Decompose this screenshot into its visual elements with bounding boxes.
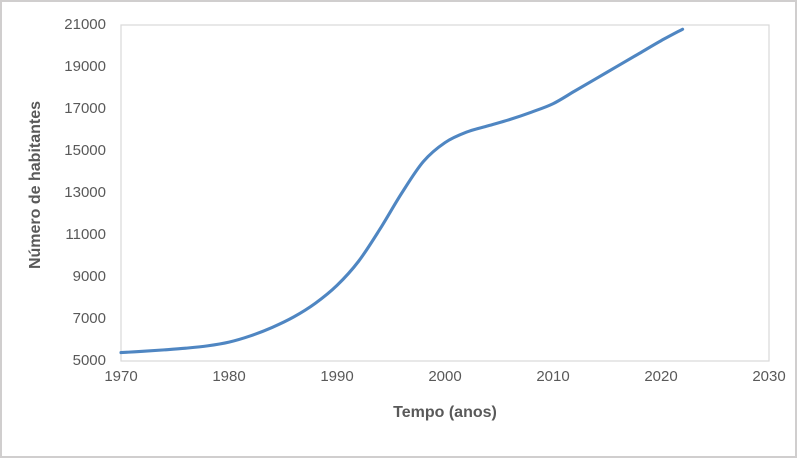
x-tick-label: 2030 xyxy=(752,368,786,385)
population-line-series xyxy=(119,27,685,355)
y-tick-label: 17000 xyxy=(64,100,106,117)
x-tick-label: 1970 xyxy=(104,368,138,385)
y-axis-title: Número de habitantes xyxy=(27,100,44,270)
y-tick-label: 9000 xyxy=(72,268,106,285)
x-tick-label: 1990 xyxy=(320,368,354,385)
y-tick-label: 5000 xyxy=(72,352,106,369)
y-tick-label: 13000 xyxy=(64,184,106,201)
y-tick-label: 19000 xyxy=(64,58,106,75)
x-tick-label: 1980 xyxy=(212,368,246,385)
x-tick-label: 2020 xyxy=(644,368,678,385)
x-tick-label: 2000 xyxy=(428,368,462,385)
x-axis-title: Tempo (anos) xyxy=(393,404,497,421)
y-tick-label: 21000 xyxy=(64,16,106,33)
plot-border xyxy=(120,24,770,362)
y-tick-label: 11000 xyxy=(65,226,106,243)
x-tick-label: 2010 xyxy=(536,368,570,385)
y-tick-label: 7000 xyxy=(72,310,106,327)
y-tick-label: 15000 xyxy=(64,142,106,159)
